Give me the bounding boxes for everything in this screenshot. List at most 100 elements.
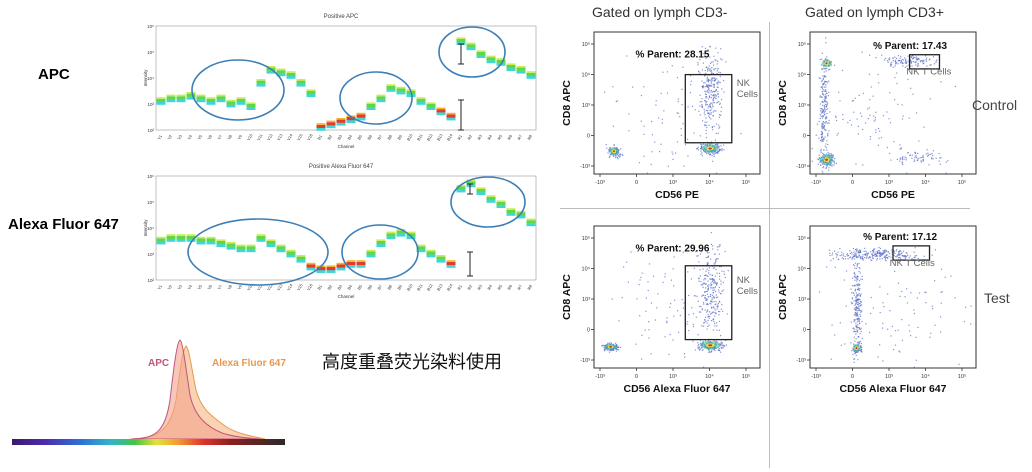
spectral-cell-high [236, 97, 246, 99]
spectral-cell-low [356, 264, 366, 268]
event-dot [666, 322, 668, 324]
event-dot [714, 315, 716, 317]
event-dot [905, 252, 907, 254]
event-dot [859, 346, 861, 348]
event-dot [701, 101, 703, 103]
event-dot [821, 128, 823, 130]
event-dot [707, 303, 709, 306]
event-dot [861, 304, 863, 306]
event-dot [705, 290, 707, 293]
y-tick-label: 10³ [147, 252, 154, 257]
event-dot [826, 164, 828, 167]
spectral-cell-high [266, 66, 276, 68]
event-dot [855, 283, 857, 286]
event-dot [904, 66, 906, 68]
event-dot [859, 295, 862, 297]
event-dot [705, 109, 708, 112]
spectral-cell-low [196, 99, 206, 103]
x-tick-label: V1 [156, 283, 163, 290]
event-dot [821, 108, 823, 110]
spectral-cell-high [356, 112, 366, 115]
event-dot [724, 339, 727, 341]
event-dot [856, 296, 858, 298]
event-dot [720, 145, 722, 147]
event-dot [859, 340, 861, 343]
event-dot [919, 61, 921, 63]
event-dot [704, 124, 706, 126]
event-dot [902, 59, 905, 61]
event-dot [715, 294, 717, 296]
event-dot [643, 133, 645, 135]
spectral-cell-high [436, 107, 446, 110]
spectral-cell-high [226, 242, 236, 244]
event-dot [833, 158, 836, 160]
event-dot [712, 267, 714, 269]
event-dot [672, 158, 674, 160]
event-dot [825, 120, 827, 123]
event-dot [619, 346, 622, 348]
event-dot [855, 163, 857, 165]
spectral-cell-low [386, 236, 396, 240]
event-dot [691, 307, 693, 309]
event-dot [826, 56, 828, 58]
event-dot [842, 255, 844, 257]
event-dot [611, 349, 614, 351]
event-dot [721, 347, 723, 349]
x-tick-label: B5 [356, 133, 363, 140]
event-dot [861, 351, 863, 353]
event-dot [851, 303, 853, 305]
event-dot [877, 250, 880, 252]
event-dot [712, 99, 714, 101]
spectral-cell [456, 186, 466, 190]
spectral-cell [336, 264, 346, 268]
event-dot [704, 99, 706, 102]
event-dot [713, 84, 715, 86]
spectral-cell-low [236, 101, 246, 105]
spectral-cell [366, 251, 376, 255]
event-dot [712, 98, 714, 100]
spectral-cell-high [216, 94, 226, 97]
event-dot [922, 156, 924, 159]
event-dot [915, 155, 917, 157]
event-dot [850, 342, 852, 344]
event-dot [843, 279, 845, 281]
event-dot [858, 342, 860, 345]
event-dot [714, 290, 717, 292]
event-dot [856, 298, 859, 300]
event-dot [707, 288, 709, 290]
event-dot [816, 123, 819, 125]
event-dot [628, 113, 630, 115]
event-dot [891, 253, 893, 255]
event-dot [668, 353, 670, 356]
event-dot [717, 96, 720, 98]
event-dot [717, 132, 719, 134]
event-dot [856, 249, 858, 252]
event-dot [706, 126, 708, 129]
event-dot [703, 150, 705, 153]
event-dot [823, 122, 825, 124]
event-dot [706, 100, 708, 103]
event-dot [820, 151, 822, 153]
event-dot [690, 75, 692, 77]
event-dot [664, 336, 666, 338]
event-dot [711, 300, 713, 303]
event-dot [718, 150, 720, 152]
event-dot [688, 314, 690, 316]
event-dot [857, 293, 859, 296]
x-tick-label: R3 [476, 283, 483, 291]
event-dot [715, 95, 717, 97]
event-dot [709, 295, 712, 297]
event-dot [608, 351, 611, 353]
event-dot [851, 350, 853, 352]
event-dot [855, 309, 857, 311]
event-dot [720, 334, 722, 337]
event-dot [716, 272, 718, 274]
event-dot [859, 249, 861, 251]
event-dot [856, 331, 859, 333]
event-dot [876, 259, 878, 261]
spectral-cell [176, 96, 186, 100]
event-dot [907, 61, 909, 63]
spectral-cell-high [376, 94, 386, 97]
event-dot [831, 155, 833, 157]
spectral-cell-high [166, 94, 176, 97]
